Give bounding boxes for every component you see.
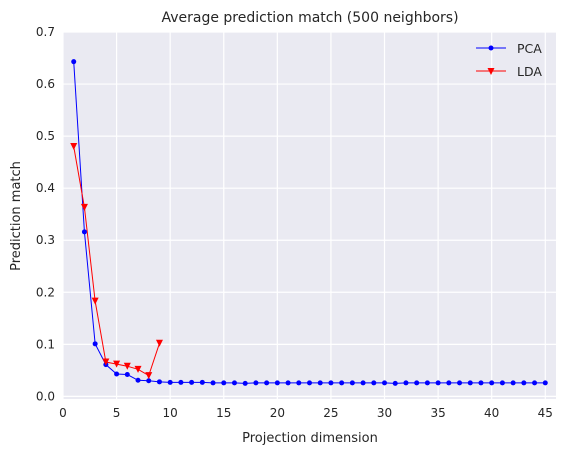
data-point-pca xyxy=(521,380,527,386)
data-point-pca xyxy=(156,379,162,385)
legend-lda-marker xyxy=(487,68,495,75)
data-point-pca xyxy=(253,380,259,386)
data-point-pca xyxy=(542,380,548,386)
data-point-pca xyxy=(210,380,216,386)
x-tick-label: 20 xyxy=(270,406,285,420)
legend-pca-label: PCA xyxy=(517,41,542,56)
data-point-pca xyxy=(446,380,452,386)
data-point-pca xyxy=(532,380,538,386)
data-point-pca xyxy=(92,341,98,347)
data-point-pca xyxy=(264,380,270,386)
data-point-pca xyxy=(242,380,248,386)
y-axis-label: Prediction match xyxy=(9,161,24,271)
x-tick-label: 45 xyxy=(538,406,553,420)
data-point-pca xyxy=(199,379,205,385)
x-tick-label: 15 xyxy=(216,406,231,420)
y-tick-label: 0.0 xyxy=(36,389,55,403)
y-tick-label: 0.1 xyxy=(36,337,55,351)
data-point-pca xyxy=(285,380,291,386)
y-tick-label: 0.5 xyxy=(36,129,55,143)
data-point-lda xyxy=(102,358,110,366)
legend-lda-label: LDA xyxy=(517,64,542,79)
data-point-pca xyxy=(71,59,77,65)
x-tick-label: 10 xyxy=(163,406,178,420)
data-point-lda xyxy=(155,339,163,347)
legend-pca-marker xyxy=(488,45,494,51)
data-point-pca xyxy=(489,380,495,386)
data-point-pca xyxy=(296,380,302,386)
data-point-pca xyxy=(510,380,516,386)
data-point-pca xyxy=(467,380,473,386)
y-tick-label: 0.7 xyxy=(36,25,55,39)
data-point-pca xyxy=(178,379,184,385)
data-point-pca xyxy=(435,380,441,386)
x-axis-ticks: 0 5 10 15 20 25 30 35 40 45 xyxy=(59,406,553,420)
series-markers xyxy=(70,59,548,386)
x-tick-label: 5 xyxy=(113,406,121,420)
data-point-pca xyxy=(371,380,377,386)
data-point-pca xyxy=(221,380,227,386)
data-point-lda xyxy=(80,203,88,211)
data-point-lda xyxy=(123,362,131,370)
y-tick-label: 0.4 xyxy=(36,181,55,195)
data-point-pca xyxy=(457,380,463,386)
data-point-pca xyxy=(349,380,355,386)
data-point-lda xyxy=(70,143,78,151)
data-point-pca xyxy=(328,380,334,386)
data-point-pca xyxy=(360,380,366,386)
data-point-pca xyxy=(424,380,430,386)
data-point-pca xyxy=(189,379,195,385)
data-point-pca xyxy=(339,380,345,386)
grid-lines xyxy=(62,31,556,399)
x-tick-label: 35 xyxy=(430,406,445,420)
data-point-pca xyxy=(231,380,237,386)
data-point-lda xyxy=(145,372,153,380)
data-point-lda xyxy=(113,360,121,368)
data-point-pca xyxy=(382,380,388,386)
plot-background xyxy=(63,32,556,399)
data-point-pca xyxy=(307,380,312,386)
data-point-pca xyxy=(114,371,120,377)
y-tick-label: 0.2 xyxy=(36,285,55,299)
chart-title: Average prediction match (500 neighbors) xyxy=(161,10,458,26)
data-point-pca xyxy=(81,229,87,235)
x-tick-label: 40 xyxy=(484,406,499,420)
data-point-pca xyxy=(146,378,152,384)
y-axis-ticks: 0.0 0.1 0.2 0.3 0.4 0.5 0.6 0.7 xyxy=(36,25,55,403)
data-point-pca xyxy=(414,380,420,386)
data-point-pca xyxy=(317,380,323,386)
data-point-pca xyxy=(403,380,409,386)
data-point-pca xyxy=(478,380,484,386)
y-tick-label: 0.6 xyxy=(36,77,55,91)
x-tick-label: 30 xyxy=(377,406,392,420)
x-tick-label: 0 xyxy=(59,406,67,420)
data-point-pca xyxy=(167,379,173,385)
data-point-pca xyxy=(274,380,280,386)
legend: PCA LDA xyxy=(476,41,542,79)
data-point-pca xyxy=(392,380,398,386)
x-axis-label: Projection dimension xyxy=(242,431,378,446)
data-point-lda xyxy=(134,365,142,373)
y-tick-label: 0.3 xyxy=(36,233,55,247)
data-point-pca xyxy=(124,372,130,378)
data-point-lda xyxy=(91,297,99,305)
data-point-pca xyxy=(499,380,505,386)
x-tick-label: 25 xyxy=(323,406,338,420)
data-point-pca xyxy=(135,377,141,383)
